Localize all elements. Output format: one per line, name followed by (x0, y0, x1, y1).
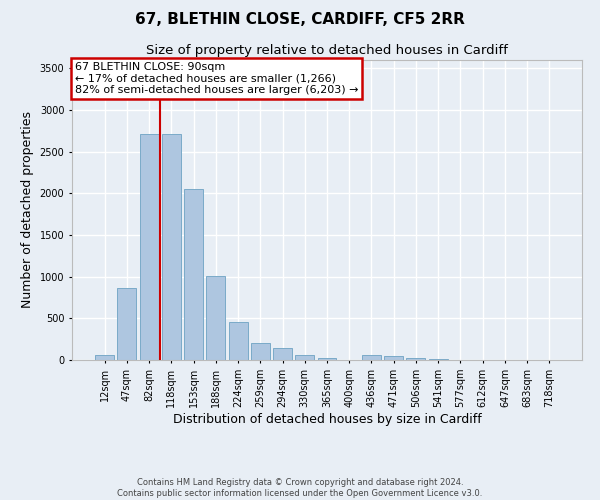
Text: Contains HM Land Registry data © Crown copyright and database right 2024.
Contai: Contains HM Land Registry data © Crown c… (118, 478, 482, 498)
X-axis label: Distribution of detached houses by size in Cardiff: Distribution of detached houses by size … (173, 412, 481, 426)
Bar (162, 134, 181, 360)
Bar (118, 288, 136, 360)
Bar (384, 356, 403, 360)
Bar (295, 354, 314, 360)
Bar (184, 189, 203, 360)
Bar (406, 358, 425, 360)
Bar (95, 355, 114, 360)
Bar (429, 359, 448, 360)
Bar (251, 342, 270, 360)
Text: 67, BLETHIN CLOSE, CARDIFF, CF5 2RR: 67, BLETHIN CLOSE, CARDIFF, CF5 2RR (135, 12, 465, 28)
Title: Size of property relative to detached houses in Cardiff: Size of property relative to detached ho… (146, 44, 508, 58)
Bar (206, 276, 225, 360)
Y-axis label: Number of detached properties: Number of detached properties (21, 112, 34, 308)
Bar (140, 134, 158, 360)
Bar (362, 356, 381, 360)
Bar (273, 348, 292, 360)
Text: 67 BLETHIN CLOSE: 90sqm
← 17% of detached houses are smaller (1,266)
82% of semi: 67 BLETHIN CLOSE: 90sqm ← 17% of detache… (74, 62, 358, 94)
Bar (317, 358, 337, 360)
Bar (229, 322, 248, 360)
